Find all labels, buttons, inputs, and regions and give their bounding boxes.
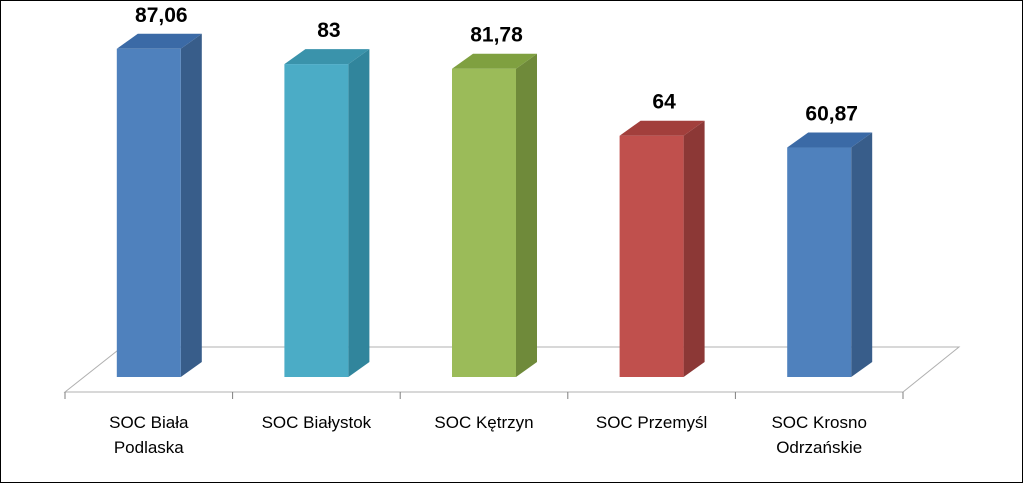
bar bbox=[787, 132, 873, 377]
category-label: SOC Kętrzyn bbox=[434, 413, 533, 432]
bar bbox=[452, 53, 537, 378]
category-label: Podlaska bbox=[114, 438, 184, 457]
bar bbox=[619, 120, 705, 377]
bar-front bbox=[452, 68, 516, 378]
x-axis-ticks bbox=[64, 392, 904, 399]
data-label: 64 bbox=[652, 91, 676, 114]
category-label: SOC Biała bbox=[109, 413, 189, 432]
value-labels-group: 87,06 83 81,78 64 60,87 bbox=[135, 4, 858, 126]
bar-top bbox=[284, 49, 370, 65]
category-label: SOC Krosno bbox=[771, 413, 866, 432]
bar-top bbox=[452, 53, 537, 69]
category-label: SOC Przemyśl bbox=[596, 413, 707, 432]
bar-side bbox=[683, 120, 705, 377]
bar bbox=[116, 33, 202, 377]
bar-front bbox=[284, 64, 349, 377]
bar-front bbox=[787, 147, 852, 377]
data-label: 60,87 bbox=[805, 103, 858, 126]
category-label: Odrzańskie bbox=[776, 438, 862, 457]
bar-side bbox=[180, 33, 202, 377]
bar-side bbox=[851, 132, 873, 377]
category-label: SOC Białystok bbox=[262, 413, 372, 432]
bar-front bbox=[619, 135, 684, 377]
category-labels-group: SOC Biała Podlaska SOC Białystok SOC Kętrzy… bbox=[109, 413, 867, 457]
bar-top bbox=[787, 132, 873, 148]
bar-top bbox=[116, 33, 202, 49]
data-label: 83 bbox=[317, 19, 340, 42]
bar bbox=[284, 49, 370, 378]
bar-side bbox=[516, 53, 537, 378]
bar-side bbox=[348, 49, 370, 378]
bars-group bbox=[116, 33, 873, 378]
data-label: 81,78 bbox=[470, 24, 523, 47]
data-label: 87,06 bbox=[135, 4, 188, 27]
bar-front bbox=[116, 48, 181, 377]
bar-top bbox=[619, 120, 705, 136]
